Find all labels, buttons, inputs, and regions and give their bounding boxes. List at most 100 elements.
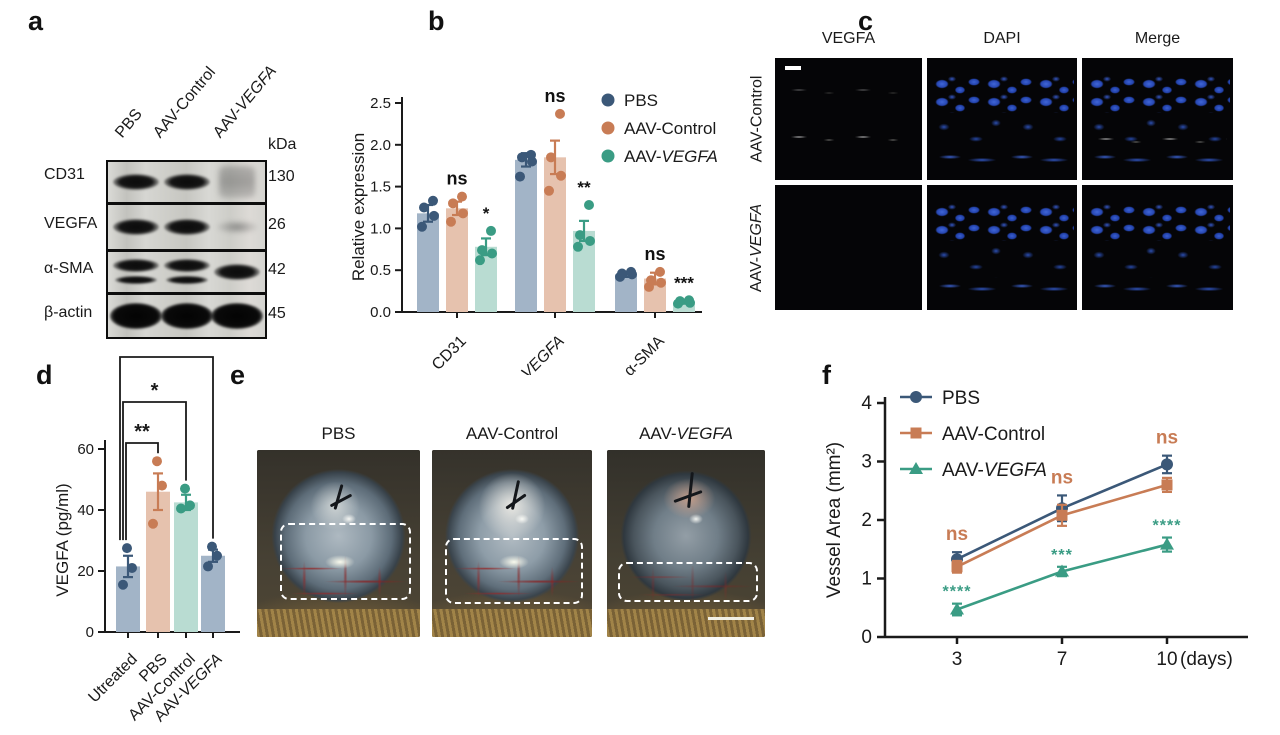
star-annotation: **** xyxy=(943,584,972,601)
dapi-nuclei-band xyxy=(930,151,1074,166)
ihc-row-label-aav-control: AAV-Control xyxy=(748,75,766,163)
x-tick-label: 10 xyxy=(1156,649,1177,670)
significance-bracket xyxy=(122,401,187,541)
x-tick-label: 7 xyxy=(1057,649,1068,670)
y-tick-label: 4 xyxy=(861,393,872,414)
eye-photo-aav-control xyxy=(432,450,592,637)
protein-band xyxy=(110,303,163,329)
glare xyxy=(499,554,530,569)
data-point xyxy=(487,248,497,259)
bar-pbs xyxy=(515,159,537,312)
y-tick-label: 1.5 xyxy=(370,179,391,196)
eye-photo-pbs xyxy=(257,450,420,637)
ihc-image-merge-aav-vegfa xyxy=(1082,185,1233,310)
data-point xyxy=(573,241,583,252)
protein-band xyxy=(213,264,260,280)
data-point xyxy=(417,221,427,232)
marker-triangle xyxy=(1055,564,1069,577)
glare xyxy=(515,513,530,524)
significance-label: ns xyxy=(446,169,467,189)
blot-protein-label: CD31 xyxy=(44,166,85,183)
ihc-image-merge-aav-control xyxy=(1082,58,1233,180)
y-tick-label: 0.5 xyxy=(370,262,391,279)
data-point xyxy=(185,500,195,511)
data-point xyxy=(157,480,167,491)
dapi-nuclei-band xyxy=(930,116,1074,149)
dapi-nuclei-band xyxy=(1085,281,1230,295)
significance-label: ** xyxy=(134,421,150,443)
eyelid-fur xyxy=(607,608,765,637)
data-point xyxy=(207,541,217,552)
data-point xyxy=(655,266,665,277)
data-point xyxy=(477,245,487,256)
panel-b-letter: b xyxy=(428,6,445,36)
data-point xyxy=(526,149,536,160)
vessel-roi-box xyxy=(618,562,758,602)
y-tick-label: 60 xyxy=(77,441,94,458)
protein-band xyxy=(160,303,213,329)
marker-triangle xyxy=(1160,537,1174,550)
scale-bar xyxy=(707,617,754,621)
marker-triangle xyxy=(909,462,923,474)
ns-annotation: ns xyxy=(946,524,968,545)
significance-label: ns xyxy=(644,244,665,264)
legend-label: AAV-Control xyxy=(624,119,716,138)
data-point xyxy=(429,210,439,221)
ihc-col-header-vegfa: VEGFA xyxy=(821,30,876,47)
ihc-col-header-merge: Merge xyxy=(1134,30,1181,47)
data-point xyxy=(684,295,694,306)
glare xyxy=(341,513,356,524)
panel-d-letter: d xyxy=(36,360,53,390)
blot-protein-label: VEGFA xyxy=(44,215,98,232)
data-point xyxy=(212,550,222,561)
star-annotation: *** xyxy=(1051,547,1073,564)
data-point xyxy=(458,208,468,219)
significance-label: * xyxy=(483,204,490,223)
blot-unit-label: kDa xyxy=(268,136,297,153)
data-point xyxy=(152,456,162,467)
protein-band xyxy=(210,303,263,329)
data-point xyxy=(428,195,438,206)
y-tick-label: 0.0 xyxy=(370,304,391,321)
protein-band xyxy=(218,166,255,198)
y-axis-label: VEGFA (pg/ml) xyxy=(53,483,72,596)
bar-aav-vegfa xyxy=(673,301,695,312)
data-point xyxy=(446,216,456,227)
significance-bracket xyxy=(119,356,214,541)
data-point xyxy=(555,108,565,119)
marker-square xyxy=(910,427,922,439)
line-chart-vessel-area: 0 1 2 3 4 Vessel Area (mm²) 3 7 10 (days) ns ns ns **… xyxy=(824,388,1248,670)
bar-chart-relative-expression: 0.0 0.5 1.0 1.5 2.0 2.5 Relative expression CD3… xyxy=(349,86,718,375)
star-annotation: **** xyxy=(1153,518,1182,535)
eye-photo-label-pbs: PBS xyxy=(321,424,356,443)
legend-label: AAV-VEGFA xyxy=(624,147,718,166)
significance-label: ** xyxy=(577,178,591,197)
ihc-image-vegfa-aav-control xyxy=(775,58,922,180)
significance-bracket xyxy=(125,442,159,541)
marker-circle xyxy=(910,391,922,403)
x-tick-label: 3 xyxy=(952,649,963,670)
protein-band xyxy=(163,174,210,190)
panel-c-letter: c xyxy=(858,6,874,36)
data-point xyxy=(176,503,186,514)
protein-band xyxy=(163,258,210,272)
bar-pbs xyxy=(615,274,637,312)
y-tick-label: 1 xyxy=(861,569,872,590)
dapi-nuclei-band xyxy=(1085,203,1230,242)
eyelid-fur xyxy=(257,608,420,637)
data-point xyxy=(148,518,158,529)
blot-protein-label: α-SMA xyxy=(44,260,94,277)
ns-annotation: ns xyxy=(1051,467,1073,488)
y-tick-label: 0 xyxy=(86,624,94,641)
blot-kda-value: 45 xyxy=(268,305,286,322)
panel-a-letter: a xyxy=(28,6,44,36)
eyeball xyxy=(432,450,592,637)
data-point xyxy=(544,185,554,196)
dapi-nuclei-band xyxy=(1085,151,1230,166)
significance-label: ns xyxy=(544,86,565,106)
eyeball xyxy=(257,450,420,637)
marker-triangle xyxy=(950,602,964,615)
category-label: CD31 xyxy=(429,333,470,374)
significance-label: * xyxy=(151,380,159,402)
